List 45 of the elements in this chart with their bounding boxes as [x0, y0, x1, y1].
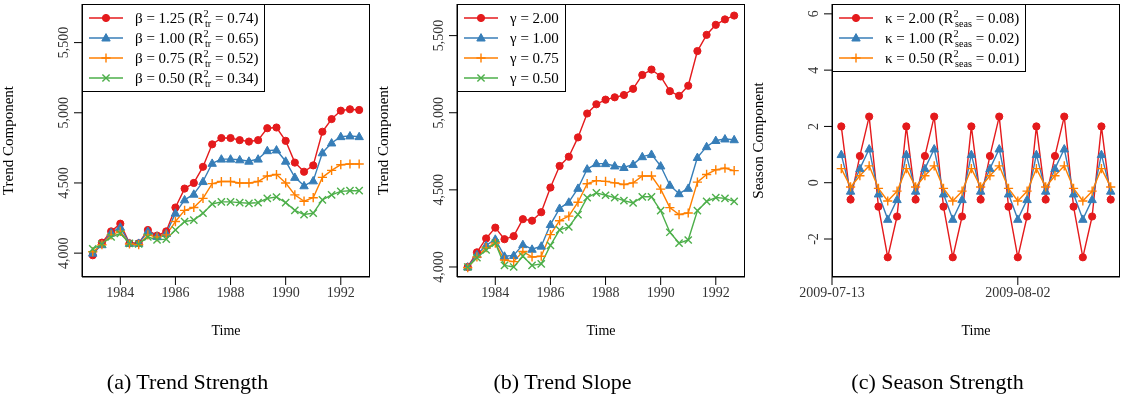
y-axis-title: Trend Component: [375, 85, 392, 196]
x-axis-title: Time: [211, 323, 241, 338]
x-tick-label: 1992: [326, 284, 355, 300]
legend-label: κ = 2.00 (R$^{2}$$_{seas}$ = 0.08): [885, 8, 1020, 29]
text: (a) Trend Strength: [105, 369, 270, 395]
legend-label: γ = 0.75: [510, 49, 559, 68]
legend-label: β = 0.75 (R$^{2}$$_{tr}$ = 0.52): [135, 48, 259, 69]
legend-label: β = 1.00 (R$^{2}$$_{tr}$ = 0.65): [135, 28, 259, 49]
legend-label: γ = 2.00: [510, 9, 559, 28]
y-tick-label: 0: [806, 179, 821, 187]
y-tick-label: 5,500: [56, 26, 71, 59]
y-tick-label: -2: [806, 233, 821, 245]
x-tick-label: 1984: [106, 284, 135, 300]
y-tick-label: 5,000: [431, 96, 446, 129]
x-tick-label: 1992: [701, 284, 730, 300]
y-tick-label: 4,000: [431, 251, 446, 283]
x-tick-label: 1986: [161, 284, 190, 300]
y-tick-label: 4,500: [431, 174, 446, 206]
x-axis-title: Time: [586, 323, 616, 338]
y-tick-label: 4,000: [56, 237, 71, 269]
legend-label: κ = 1.00 (R$^{2}$$_{seas}$ = 0.02): [885, 28, 1020, 49]
y-tick-label: 6: [806, 10, 821, 18]
x-axis-title: Time: [961, 323, 991, 338]
x-tick-label: 1988: [216, 284, 245, 300]
y-tick-label: 5,500: [431, 19, 446, 52]
text: (c) Season Strength: [850, 369, 1025, 395]
legend-label: β = 1.25 (R$^{2}$$_{tr}$ = 0.74): [135, 8, 259, 29]
x-tick-label: 1984: [481, 284, 510, 300]
text: (b) Trend Slope: [492, 369, 633, 395]
y-tick-label: 4: [806, 66, 821, 74]
x-tick-label: 2009-07-13: [799, 284, 865, 300]
x-tick-label: 1990: [271, 284, 300, 300]
y-tick-label: 5,000: [56, 97, 71, 129]
y-tick-label: 2: [806, 122, 821, 130]
x-tick-label: 1986: [536, 284, 565, 300]
x-tick-label: 2009-08-02: [985, 284, 1051, 300]
legend-label: γ = 0.50: [510, 69, 559, 88]
legend-label: β = 0.50 (R$^{2}$$_{tr}$ = 0.34): [135, 68, 259, 89]
x-tick-label: 1990: [646, 284, 675, 300]
legend-label: κ = 0.50 (R$^{2}$$_{seas}$ = 0.01): [885, 48, 1020, 69]
x-tick-label: 1988: [591, 284, 620, 300]
y-axis-title: Trend Component: [0, 85, 17, 196]
y-axis-title: Season Component: [750, 81, 767, 199]
legend-label: γ = 1.00: [510, 29, 559, 48]
y-tick-label: 4,500: [56, 167, 71, 199]
